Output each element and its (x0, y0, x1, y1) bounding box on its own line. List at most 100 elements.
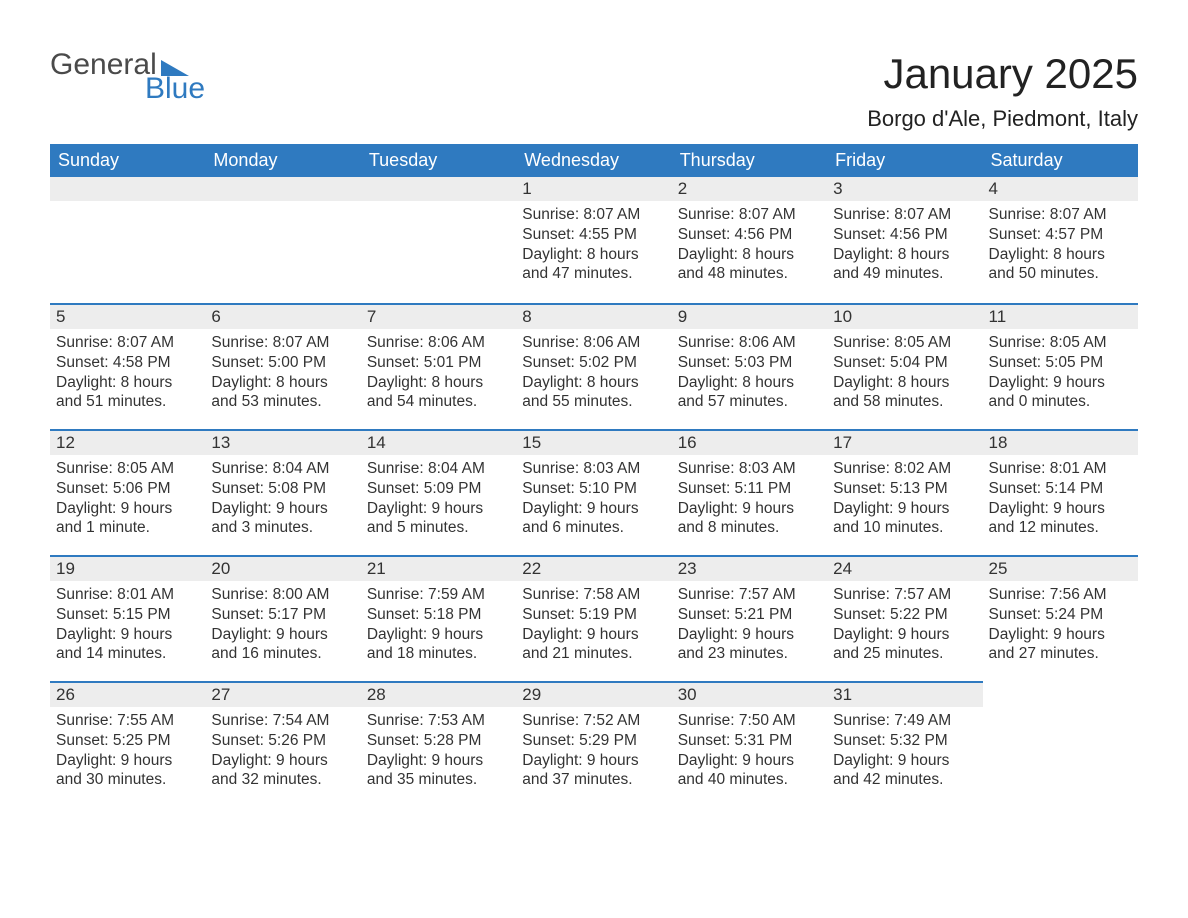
day-content: Sunrise: 8:01 AMSunset: 5:15 PMDaylight:… (50, 581, 205, 672)
sunrise-line: Sunrise: 8:07 AM (833, 205, 976, 225)
sunrise-line: Sunrise: 7:53 AM (367, 711, 510, 731)
calendar-cell: 23Sunrise: 7:57 AMSunset: 5:21 PMDayligh… (672, 555, 827, 681)
sunrise-line: Sunrise: 8:03 AM (678, 459, 821, 479)
daylight-line-2: and 23 minutes. (678, 644, 821, 664)
daylight-line-2: and 6 minutes. (522, 518, 665, 538)
calendar-cell: 28Sunrise: 7:53 AMSunset: 5:28 PMDayligh… (361, 681, 516, 807)
calendar-cell: 27Sunrise: 7:54 AMSunset: 5:26 PMDayligh… (205, 681, 360, 807)
daylight-line-1: Daylight: 9 hours (56, 625, 199, 645)
month-title: January 2025 (867, 50, 1138, 98)
daylight-line-1: Daylight: 9 hours (367, 499, 510, 519)
weekday-header: Monday (205, 144, 360, 177)
daylight-line-1: Daylight: 9 hours (833, 751, 976, 771)
day-content: Sunrise: 8:03 AMSunset: 5:10 PMDaylight:… (516, 455, 671, 546)
day-number: 4 (983, 177, 1138, 201)
sunrise-line: Sunrise: 8:06 AM (367, 333, 510, 353)
day-number: 21 (361, 555, 516, 581)
calendar-week-row: 12Sunrise: 8:05 AMSunset: 5:06 PMDayligh… (50, 429, 1138, 555)
day-number: 6 (205, 303, 360, 329)
daylight-line-1: Daylight: 9 hours (989, 625, 1132, 645)
sunset-line: Sunset: 5:00 PM (211, 353, 354, 373)
daylight-line-1: Daylight: 9 hours (678, 625, 821, 645)
daylight-line-2: and 49 minutes. (833, 264, 976, 284)
day-number: 11 (983, 303, 1138, 329)
weekday-header: Sunday (50, 144, 205, 177)
sunrise-line: Sunrise: 7:58 AM (522, 585, 665, 605)
empty-day-bar (50, 177, 205, 201)
calendar-cell (205, 177, 360, 303)
calendar-table: Sunday Monday Tuesday Wednesday Thursday… (50, 144, 1138, 807)
daylight-line-2: and 58 minutes. (833, 392, 976, 412)
daylight-line-1: Daylight: 8 hours (522, 373, 665, 393)
calendar-cell: 13Sunrise: 8:04 AMSunset: 5:08 PMDayligh… (205, 429, 360, 555)
day-number: 13 (205, 429, 360, 455)
sunrise-line: Sunrise: 8:04 AM (367, 459, 510, 479)
sunset-line: Sunset: 4:56 PM (833, 225, 976, 245)
sunrise-line: Sunrise: 7:49 AM (833, 711, 976, 731)
day-content: Sunrise: 8:06 AMSunset: 5:02 PMDaylight:… (516, 329, 671, 420)
day-content: Sunrise: 8:07 AMSunset: 4:57 PMDaylight:… (983, 201, 1138, 292)
day-number: 18 (983, 429, 1138, 455)
daylight-line-2: and 54 minutes. (367, 392, 510, 412)
daylight-line-2: and 30 minutes. (56, 770, 199, 790)
daylight-line-2: and 35 minutes. (367, 770, 510, 790)
calendar-cell: 19Sunrise: 8:01 AMSunset: 5:15 PMDayligh… (50, 555, 205, 681)
calendar-cell: 14Sunrise: 8:04 AMSunset: 5:09 PMDayligh… (361, 429, 516, 555)
sunrise-line: Sunrise: 7:59 AM (367, 585, 510, 605)
logo: General Blue (50, 50, 205, 104)
calendar-cell: 21Sunrise: 7:59 AMSunset: 5:18 PMDayligh… (361, 555, 516, 681)
day-content: Sunrise: 8:07 AMSunset: 4:56 PMDaylight:… (827, 201, 982, 292)
day-content: Sunrise: 8:07 AMSunset: 4:58 PMDaylight:… (50, 329, 205, 420)
sunset-line: Sunset: 5:22 PM (833, 605, 976, 625)
title-block: January 2025 Borgo d'Ale, Piedmont, Ital… (867, 50, 1138, 132)
calendar-cell: 11Sunrise: 8:05 AMSunset: 5:05 PMDayligh… (983, 303, 1138, 429)
day-number: 9 (672, 303, 827, 329)
day-number: 7 (361, 303, 516, 329)
daylight-line-2: and 1 minute. (56, 518, 199, 538)
sunset-line: Sunset: 5:24 PM (989, 605, 1132, 625)
calendar-cell: 1Sunrise: 8:07 AMSunset: 4:55 PMDaylight… (516, 177, 671, 303)
sunrise-line: Sunrise: 8:01 AM (56, 585, 199, 605)
weekday-header: Saturday (983, 144, 1138, 177)
day-content: Sunrise: 8:05 AMSunset: 5:05 PMDaylight:… (983, 329, 1138, 420)
calendar-cell: 3Sunrise: 8:07 AMSunset: 4:56 PMDaylight… (827, 177, 982, 303)
weekday-header-row: Sunday Monday Tuesday Wednesday Thursday… (50, 144, 1138, 177)
calendar-cell: 4Sunrise: 8:07 AMSunset: 4:57 PMDaylight… (983, 177, 1138, 303)
sunset-line: Sunset: 5:18 PM (367, 605, 510, 625)
sunrise-line: Sunrise: 7:50 AM (678, 711, 821, 731)
sunrise-line: Sunrise: 8:05 AM (56, 459, 199, 479)
daylight-line-1: Daylight: 9 hours (678, 499, 821, 519)
daylight-line-1: Daylight: 9 hours (56, 751, 199, 771)
sunrise-line: Sunrise: 8:07 AM (211, 333, 354, 353)
logo-text-blue: Blue (50, 74, 205, 104)
day-number: 20 (205, 555, 360, 581)
page-header: General Blue January 2025 Borgo d'Ale, P… (50, 50, 1138, 132)
weekday-header: Friday (827, 144, 982, 177)
calendar-cell: 29Sunrise: 7:52 AMSunset: 5:29 PMDayligh… (516, 681, 671, 807)
calendar-cell: 8Sunrise: 8:06 AMSunset: 5:02 PMDaylight… (516, 303, 671, 429)
sunset-line: Sunset: 5:09 PM (367, 479, 510, 499)
day-content: Sunrise: 8:02 AMSunset: 5:13 PMDaylight:… (827, 455, 982, 546)
sunset-line: Sunset: 5:05 PM (989, 353, 1132, 373)
sunrise-line: Sunrise: 8:07 AM (989, 205, 1132, 225)
daylight-line-2: and 47 minutes. (522, 264, 665, 284)
day-number: 5 (50, 303, 205, 329)
calendar-week-row: 26Sunrise: 7:55 AMSunset: 5:25 PMDayligh… (50, 681, 1138, 807)
calendar-cell: 24Sunrise: 7:57 AMSunset: 5:22 PMDayligh… (827, 555, 982, 681)
daylight-line-2: and 40 minutes. (678, 770, 821, 790)
calendar-cell: 22Sunrise: 7:58 AMSunset: 5:19 PMDayligh… (516, 555, 671, 681)
daylight-line-1: Daylight: 9 hours (833, 499, 976, 519)
sunset-line: Sunset: 4:55 PM (522, 225, 665, 245)
sunrise-line: Sunrise: 7:52 AM (522, 711, 665, 731)
day-number: 27 (205, 681, 360, 707)
sunset-line: Sunset: 5:11 PM (678, 479, 821, 499)
daylight-line-1: Daylight: 8 hours (833, 373, 976, 393)
day-number: 23 (672, 555, 827, 581)
day-number: 24 (827, 555, 982, 581)
sunset-line: Sunset: 5:19 PM (522, 605, 665, 625)
calendar-cell: 10Sunrise: 8:05 AMSunset: 5:04 PMDayligh… (827, 303, 982, 429)
calendar-cell (50, 177, 205, 303)
weekday-header: Tuesday (361, 144, 516, 177)
sunrise-line: Sunrise: 8:07 AM (522, 205, 665, 225)
day-content: Sunrise: 7:57 AMSunset: 5:21 PMDaylight:… (672, 581, 827, 672)
